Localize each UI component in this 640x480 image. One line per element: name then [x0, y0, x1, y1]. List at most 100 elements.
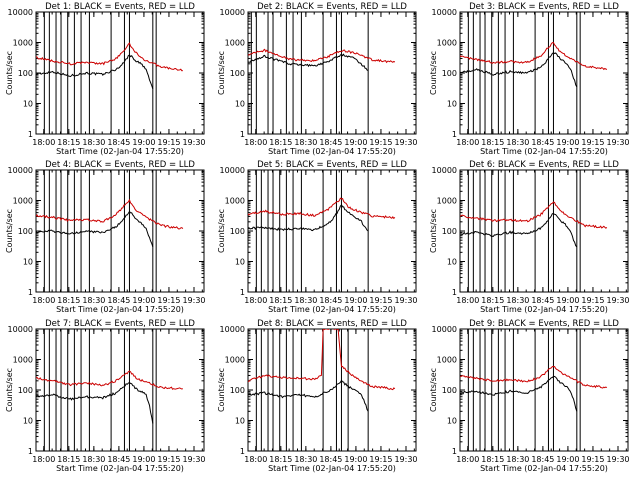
x-tick-label: 19:15: [157, 296, 180, 305]
y-tick-label: 1000: [437, 39, 457, 48]
panel-det-5: Det 5: BLACK = Events, RED = LLD 1 10 100 10…: [217, 160, 418, 314]
chart-title: Det 6: BLACK = Events, RED = LLD: [469, 160, 619, 170]
chart-title: Det 4: BLACK = Events, RED = LLD: [45, 160, 195, 170]
x-tick-label: 19:15: [581, 455, 604, 464]
data-area: [460, 329, 608, 451]
series-events: [460, 375, 578, 412]
series-lld: [248, 329, 396, 391]
y-tick-label: 10: [235, 417, 245, 426]
x-tick-label: 19:00: [132, 296, 155, 305]
x-tick-label: 18:15: [57, 455, 80, 464]
x-tick-label: 18:45: [531, 138, 554, 147]
y-tick-label: 1: [28, 447, 33, 456]
data-area: [248, 329, 396, 451]
y-tick-label: 10000: [220, 8, 245, 17]
chart-title: Det 1: BLACK = Events, RED = LLD: [45, 2, 195, 12]
y-tick-label: 10: [23, 258, 33, 267]
y-tick-label: 10000: [220, 325, 245, 334]
series-lld: [248, 48, 396, 64]
x-axis-label: Start Time (02-Jan-04 17:55:20): [56, 147, 184, 156]
x-tick-label: 18:00: [32, 138, 55, 147]
x-tick-label: 19:30: [394, 296, 417, 305]
y-axis-label: Counts/sec: [5, 51, 14, 95]
data-area: [248, 12, 396, 134]
x-tick-label: 19:00: [556, 138, 579, 147]
y-tick-label: 1: [452, 288, 457, 297]
x-tick-label: 19:15: [581, 296, 604, 305]
series-events: [460, 213, 578, 248]
x-tick-label: 18:00: [244, 296, 267, 305]
x-tick-label: 18:15: [269, 138, 292, 147]
y-tick-label: 1: [28, 288, 33, 297]
x-tick-label: 19:15: [369, 455, 392, 464]
y-tick-label: 1000: [225, 356, 245, 365]
y-tick-label: 1: [28, 130, 33, 139]
x-tick-label: 18:00: [244, 138, 267, 147]
y-axis-label: Counts/sec: [429, 209, 438, 253]
x-tick-label: 19:30: [182, 455, 205, 464]
panel-det-8: Det 8: BLACK = Events, RED = LLD 1 10 100 10…: [217, 319, 418, 473]
x-tick-label: 18:00: [32, 455, 55, 464]
y-tick-label: 10: [235, 100, 245, 109]
x-tick-label: 19:30: [182, 138, 205, 147]
panel-det-3: Det 3: BLACK = Events, RED = LLD 1 10 100 10…: [429, 2, 630, 156]
x-axis-label: Start Time (02-Jan-04 17:55:20): [480, 305, 608, 314]
x-axis-label: Start Time (02-Jan-04 17:55:20): [268, 464, 396, 473]
x-tick-label: 18:15: [481, 138, 504, 147]
y-tick-label: 1000: [225, 39, 245, 48]
y-tick-label: 10: [447, 258, 457, 267]
data-area: [248, 170, 396, 292]
series-events: [248, 379, 369, 412]
y-tick-label: 1: [452, 130, 457, 139]
x-tick-label: 18:00: [244, 455, 267, 464]
x-tick-label: 19:00: [556, 296, 579, 305]
series-events: [36, 381, 154, 424]
x-tick-label: 18:00: [456, 455, 479, 464]
y-tick-label: 10000: [220, 166, 245, 175]
series-events: [248, 53, 369, 72]
x-tick-label: 18:30: [506, 296, 529, 305]
y-tick-label: 100: [230, 69, 245, 78]
y-tick-label: 100: [230, 386, 245, 395]
y-axis-label: Counts/sec: [429, 51, 438, 95]
x-axis-label: Start Time (02-Jan-04 17:55:20): [56, 464, 184, 473]
y-tick-label: 10: [235, 258, 245, 267]
x-tick-label: 19:30: [606, 455, 629, 464]
data-area: [460, 12, 608, 134]
x-tick-label: 18:00: [456, 296, 479, 305]
y-tick-label: 1000: [13, 39, 33, 48]
chart-title: Det 5: BLACK = Events, RED = LLD: [257, 160, 407, 170]
series-lld: [460, 365, 608, 389]
x-tick-label: 18:45: [319, 138, 342, 147]
x-tick-label: 19:15: [369, 138, 392, 147]
data-area: [36, 170, 184, 292]
series-lld: [460, 41, 608, 71]
y-tick-label: 1000: [13, 197, 33, 206]
chart-title: Det 7: BLACK = Events, RED = LLD: [45, 319, 195, 329]
series-lld: [36, 370, 184, 390]
x-tick-label: 19:30: [606, 296, 629, 305]
y-tick-label: 1000: [437, 356, 457, 365]
y-tick-label: 1000: [225, 197, 245, 206]
x-tick-label: 18:45: [107, 138, 130, 147]
y-tick-label: 100: [442, 386, 457, 395]
y-axis-label: Counts/sec: [5, 368, 14, 412]
y-tick-label: 1000: [13, 356, 33, 365]
y-tick-label: 1: [240, 288, 245, 297]
series-lld: [36, 42, 183, 72]
data-area: [460, 170, 608, 292]
series-lld: [460, 201, 608, 229]
x-tick-label: 18:30: [82, 455, 105, 464]
x-tick-label: 18:30: [506, 138, 529, 147]
y-tick-label: 1: [240, 130, 245, 139]
x-axis-label: Start Time (02-Jan-04 17:55:20): [56, 305, 184, 314]
x-tick-label: 19:00: [132, 138, 155, 147]
chart-title: Det 2: BLACK = Events, RED = LLD: [257, 2, 407, 12]
y-tick-label: 100: [230, 227, 245, 236]
x-axis-label: Start Time (02-Jan-04 17:55:20): [268, 305, 396, 314]
y-tick-label: 10000: [8, 8, 33, 17]
y-tick-label: 10000: [432, 8, 457, 17]
panel-det-1: Det 1: BLACK = Events, RED = LLD 1 10 100 10…: [5, 2, 206, 156]
x-tick-label: 19:30: [182, 296, 205, 305]
